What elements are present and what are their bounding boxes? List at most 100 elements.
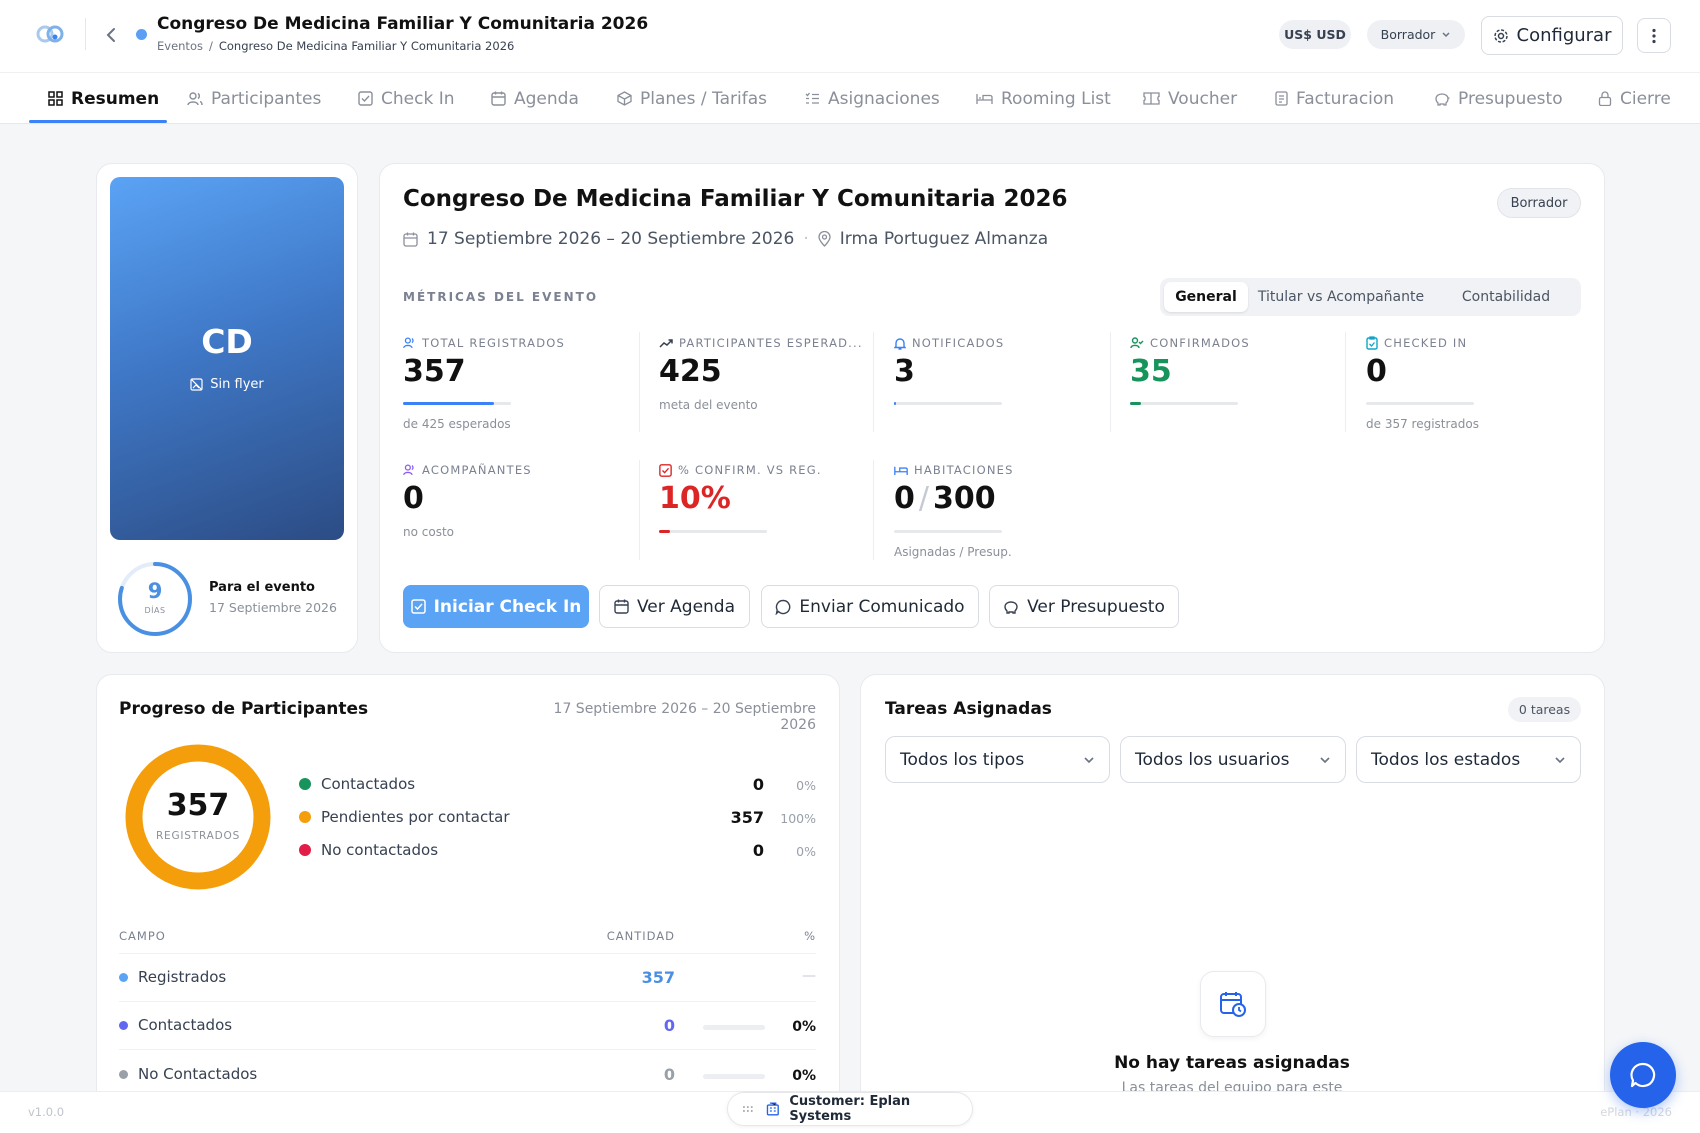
start-check-in-button[interactable]: Iniciar Check In: [403, 585, 589, 628]
countdown-progress-arc: [118, 562, 192, 636]
ticket-icon: [1143, 92, 1160, 105]
metric-expected-sub: meta del evento: [659, 398, 758, 412]
tab-participantes[interactable]: Participantes: [187, 73, 321, 124]
configure-button[interactable]: Configurar: [1481, 16, 1623, 55]
task-type-select[interactable]: Todos los tipos: [885, 736, 1110, 783]
grip-icon: [742, 1106, 753, 1112]
metric-expected-label-text: PARTICIPANTES ESPERAD...: [679, 336, 863, 350]
metric-companions-label-text: ACOMPAÑANTES: [422, 463, 532, 477]
metric-companions-sub: no costo: [403, 525, 454, 539]
row-dot: [119, 1020, 128, 1030]
tab-label: Cierre: [1620, 88, 1671, 109]
building-icon: [766, 1102, 779, 1116]
metrics-tab-general[interactable]: General: [1164, 282, 1248, 312]
tab-cierre[interactable]: Cierre: [1598, 73, 1671, 124]
metrics-tab-titular[interactable]: Titular vs Acompañante: [1257, 289, 1425, 305]
status-dropdown[interactable]: Borrador: [1367, 20, 1465, 49]
tab-label: Resumen: [71, 88, 160, 109]
tab-facturacion[interactable]: Facturacion: [1275, 73, 1394, 124]
send-announcement-label: Enviar Comunicado: [799, 596, 965, 617]
row-count: 357: [641, 968, 675, 987]
app-logo[interactable]: [36, 24, 64, 44]
metric-divider: [639, 332, 640, 432]
tab-planes-tarifas[interactable]: Planes / Tarifas: [617, 73, 767, 124]
countdown-label: Para el evento: [209, 580, 315, 595]
progress-dates: 17 Septiembre 2026 – 20 Septiembre 2026: [553, 701, 816, 733]
donut-total: 357: [166, 788, 230, 823]
empty-state-icon-box: [1200, 971, 1266, 1037]
metric-confirmed-bar: [1130, 402, 1238, 405]
breadcrumb-root[interactable]: Eventos: [157, 39, 203, 53]
package-icon: [617, 91, 632, 106]
metric-rooms-bar: [894, 530, 1002, 533]
row-count: 0: [663, 1065, 675, 1084]
legend-dot: [299, 778, 311, 790]
bed-icon: [894, 466, 908, 475]
breadcrumb: Eventos / Congreso De Medicina Familiar …: [157, 39, 514, 53]
task-user-select[interactable]: Todos los usuarios: [1120, 736, 1346, 783]
metrics-tab-contabilidad[interactable]: Contabilidad: [1461, 289, 1551, 305]
chat-button[interactable]: [1610, 1042, 1676, 1108]
metric-confirmed-label-text: CONFIRMADOS: [1150, 336, 1250, 350]
metric-companions-label: ACOMPAÑANTES: [403, 463, 532, 477]
countdown-days: 9: [147, 579, 163, 603]
metric-checked-sub: de 357 registrados: [1366, 417, 1479, 431]
tab-resumen[interactable]: Resumen: [48, 73, 159, 124]
tab-agenda[interactable]: Agenda: [491, 73, 579, 124]
configure-label: Configurar: [1516, 25, 1612, 46]
customer-switcher[interactable]: Customer: Eplan Systems: [727, 1092, 973, 1126]
more-menu-button[interactable]: [1637, 18, 1671, 53]
task-status-select[interactable]: Todos los estados: [1356, 736, 1581, 783]
row-dot: [119, 1069, 128, 1079]
event-summary-card: [379, 163, 1605, 653]
donut-total-label: REGISTRADOS: [155, 830, 241, 842]
view-budget-button[interactable]: Ver Presupuesto: [989, 585, 1179, 628]
metric-divider: [1110, 332, 1111, 432]
row-count: 0: [663, 1016, 675, 1035]
rooms-separator: /: [918, 481, 929, 516]
start-check-in-label: Iniciar Check In: [433, 596, 582, 617]
metric-rooms-label-text: HABITACIONES: [914, 463, 1014, 477]
users-icon: [403, 464, 414, 476]
tab-check-in[interactable]: Check In: [358, 73, 455, 124]
event-title: Congreso De Medicina Familiar Y Comunita…: [157, 14, 649, 34]
calendar-clock-icon: [1220, 992, 1246, 1017]
tab-label: Participantes: [211, 88, 322, 109]
location-pin-icon: [818, 231, 831, 247]
table-row-no-contactados: No Contactados: [119, 1065, 257, 1083]
metric-expected-value: 425: [659, 354, 722, 389]
legend-label: Contactados: [321, 775, 416, 793]
checkbox-icon: [358, 91, 373, 106]
metric-rooms-label: HABITACIONES: [894, 463, 1014, 477]
tab-presupuesto[interactable]: Presupuesto: [1434, 73, 1563, 124]
metric-notified-label: NOTIFICADOS: [894, 336, 1004, 350]
row-pct: 0%: [792, 1068, 816, 1084]
countdown-date: 17 Septiembre 2026: [209, 600, 337, 615]
progress-donut: 357 REGISTRADOS: [124, 743, 272, 891]
select-value: Todos los usuarios: [1135, 749, 1290, 770]
row-pct: 0%: [792, 1019, 816, 1035]
table-row-contactados: Contactados: [119, 1016, 232, 1034]
no-flyer-text: Sin flyer: [210, 377, 264, 392]
tab-rooming-list[interactable]: Rooming List: [976, 73, 1111, 124]
legend-label: No contactados: [321, 841, 439, 859]
piggy-bank-icon: [1435, 92, 1450, 106]
tab-asignaciones[interactable]: Asignaciones: [805, 73, 940, 124]
send-announcement-button[interactable]: Enviar Comunicado: [761, 585, 979, 628]
tab-bar: Resumen Participantes Check In Agenda Pl…: [0, 72, 1700, 124]
no-flyer-label: Sin flyer: [110, 377, 344, 392]
row-progress-bar: [703, 1074, 765, 1079]
metric-notified-value: 3: [894, 354, 915, 389]
legend-item-contactados: Contactados: [299, 775, 415, 793]
donut-segment-pending: [125, 744, 271, 890]
event-flyer[interactable]: CD Sin flyer: [110, 177, 344, 540]
metric-confirm-pct-bar: [659, 530, 767, 533]
back-icon[interactable]: [104, 27, 118, 43]
select-value: Todos los estados: [1371, 749, 1521, 770]
row-label: Contactados: [138, 1016, 233, 1034]
view-agenda-button[interactable]: Ver Agenda: [599, 585, 750, 628]
metric-checked-bar: [1366, 402, 1474, 405]
tab-voucher[interactable]: Voucher: [1143, 73, 1237, 124]
tasks-title: Tareas Asignadas: [885, 699, 1052, 719]
bell-icon: [894, 337, 906, 350]
